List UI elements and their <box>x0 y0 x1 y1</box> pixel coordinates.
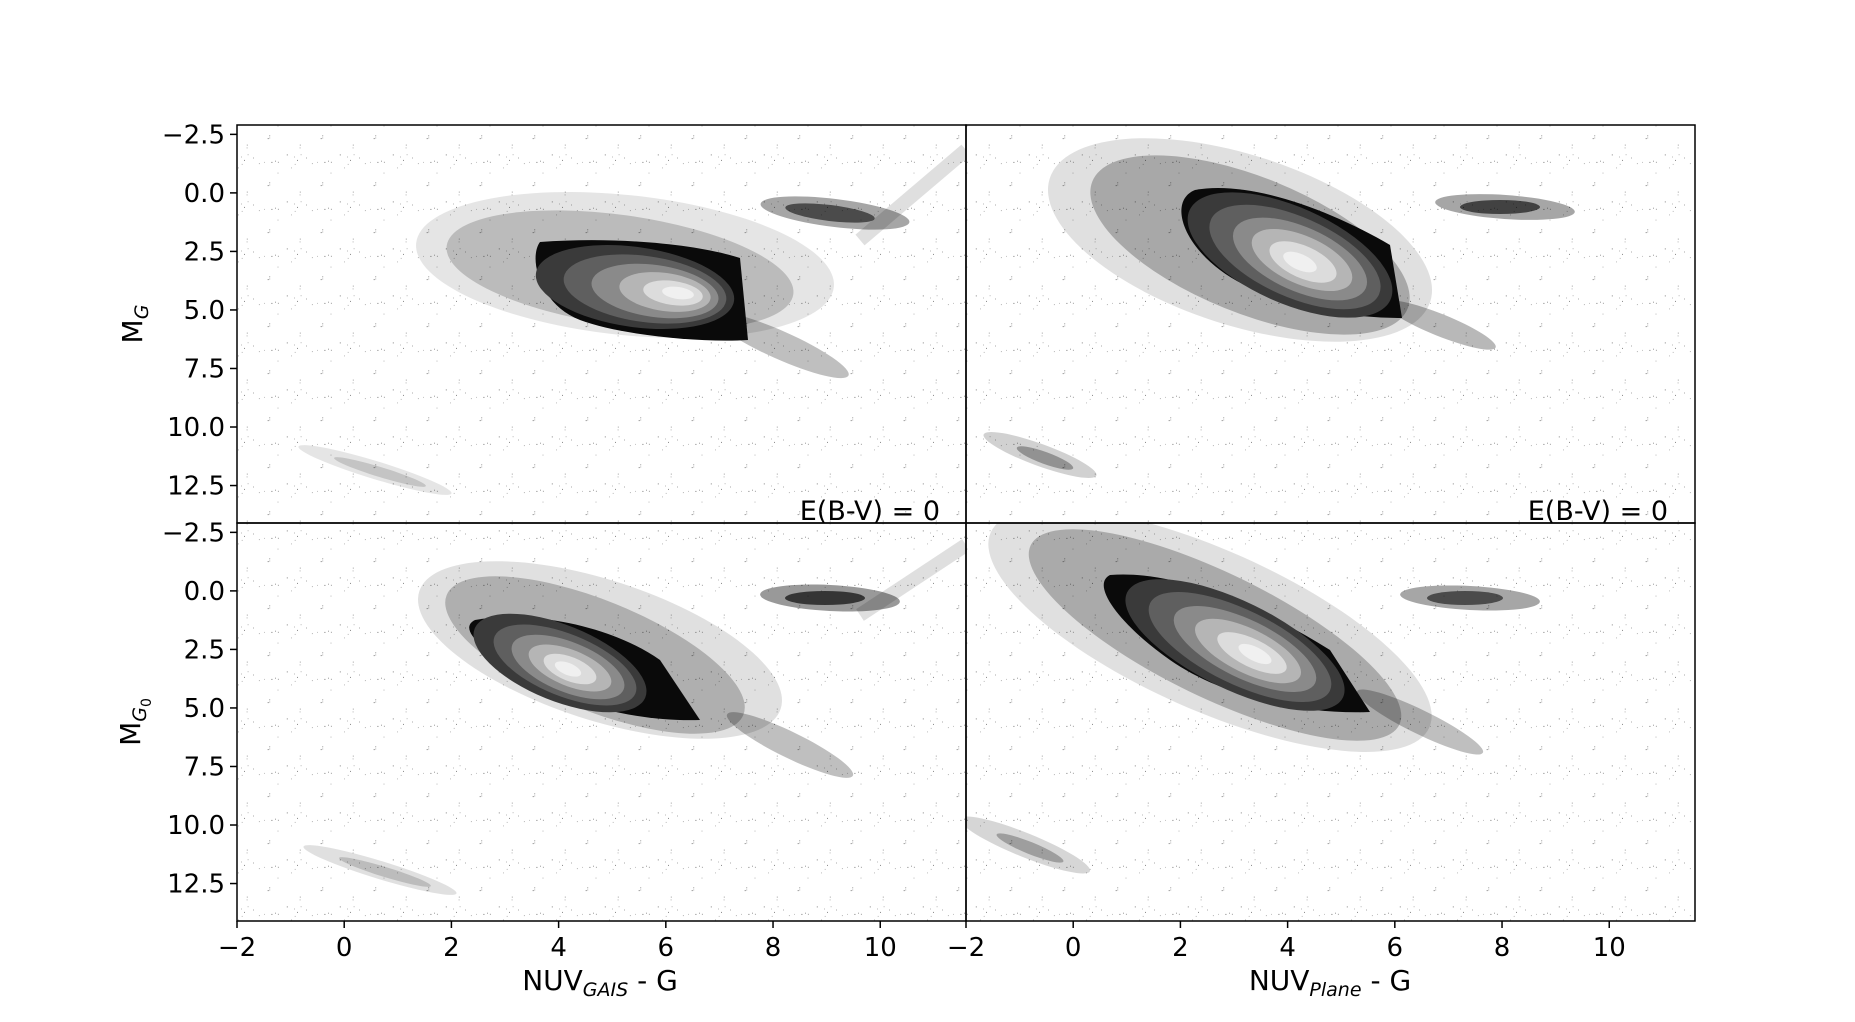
y-axis-title-top: MG <box>116 305 153 344</box>
y-ticks-top-left: −2.5 0.0 2.5 5.0 7.5 10.0 12.5 <box>162 120 237 502</box>
y-tick-label: 12.5 <box>167 472 225 502</box>
x-axis-title-left: NUVGAIS - G <box>522 964 678 1001</box>
panel-top-left: −2.5 0.0 2.5 5.0 7.5 10.0 12.5 E(B-V) = 0 <box>162 120 967 527</box>
axes-frame-bottom-right <box>965 522 1696 922</box>
y-tick-label: 5.0 <box>184 296 225 326</box>
x-ticks-bottom-right: −2 0 2 4 6 8 10 <box>947 921 1626 963</box>
annotation-top-right: E(B-V) = 0 <box>1528 496 1668 527</box>
density-plot-bottom-left <box>237 523 966 921</box>
x-tick-label: 10 <box>1593 933 1626 963</box>
annotation-top-left: E(B-V) = 0 <box>800 496 940 527</box>
x-tick-label: 2 <box>443 933 460 963</box>
y-ticks-bottom-left: −2.5 0.0 2.5 5.0 7.5 10.0 12.5 <box>162 518 237 900</box>
x-tick-label: 4 <box>550 933 567 963</box>
x-tick-label: 6 <box>1387 933 1404 963</box>
x-tick-label: 8 <box>1494 933 1511 963</box>
x-tick-label: −2 <box>947 933 985 963</box>
y-tick-label: −2.5 <box>162 120 225 150</box>
y-tick-label: 10.0 <box>167 811 225 841</box>
y-tick-label: −2.5 <box>162 518 225 548</box>
y-tick-label: 0.0 <box>184 179 225 209</box>
y-axis-title-bottom: MG0 <box>114 698 155 746</box>
y-tick-label: 7.5 <box>184 752 225 782</box>
y-tick-label: 5.0 <box>184 694 225 724</box>
x-tick-label: −2 <box>218 933 256 963</box>
x-tick-label: 10 <box>864 933 897 963</box>
density-plot-bottom-right <box>966 523 1695 921</box>
x-tick-label: 0 <box>336 933 353 963</box>
panel-top-right: E(B-V) = 0 <box>965 124 1696 527</box>
y-tick-label: 2.5 <box>184 635 225 665</box>
x-tick-label: 2 <box>1172 933 1189 963</box>
x-tick-label: 8 <box>765 933 782 963</box>
y-tick-label: 7.5 <box>184 354 225 384</box>
density-plot-top-left <box>237 125 966 523</box>
x-axis-title-right: NUVPlane - G <box>1249 964 1411 1001</box>
y-tick-label: 10.0 <box>167 413 225 443</box>
panel-bottom-right: −2 0 2 4 6 8 10 <box>947 522 1696 963</box>
x-ticks-bottom-left: −2 0 2 4 6 8 10 <box>218 921 897 963</box>
y-tick-label: 12.5 <box>167 870 225 900</box>
x-tick-label: 4 <box>1279 933 1296 963</box>
y-tick-label: 2.5 <box>184 237 225 267</box>
x-tick-label: 6 <box>658 933 675 963</box>
y-tick-label: 0.0 <box>184 577 225 607</box>
x-tick-label: 0 <box>1065 933 1082 963</box>
panel-bottom-left: −2.5 0.0 2.5 5.0 7.5 10.0 12.5 −2 0 2 4 6 8 10 <box>162 518 967 963</box>
density-plot-top-right <box>966 125 1695 523</box>
